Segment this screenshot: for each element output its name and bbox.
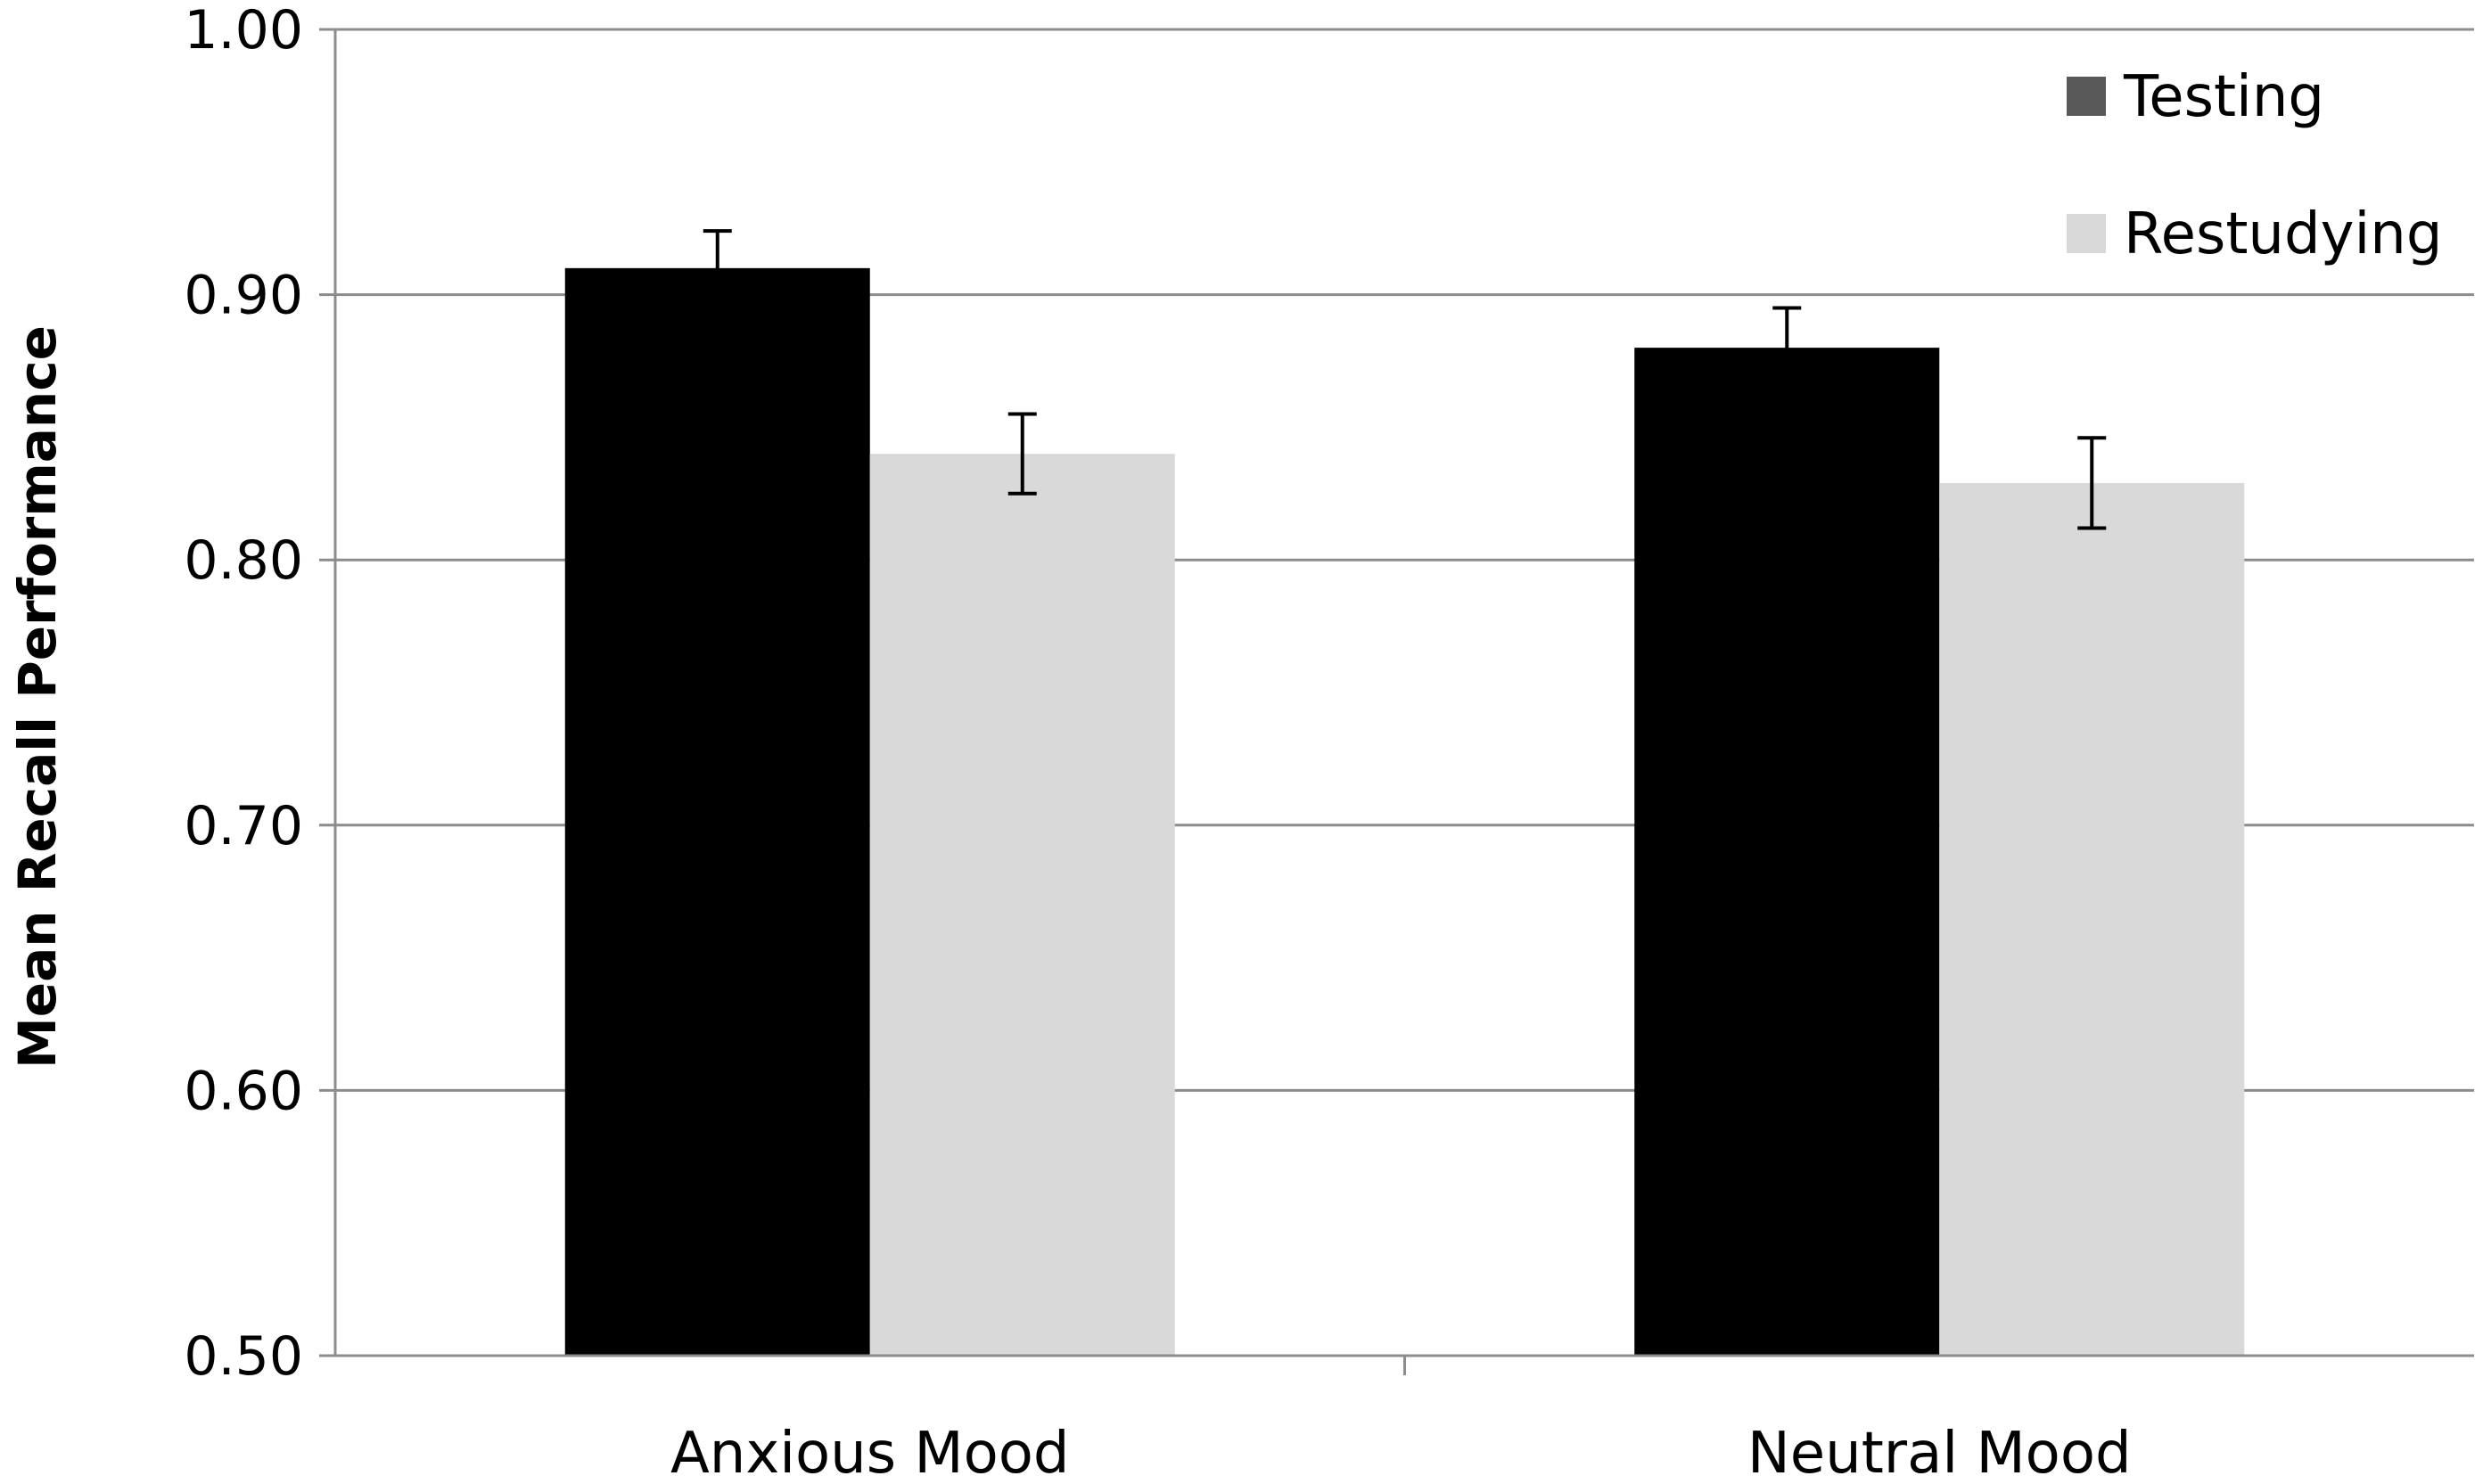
y-tick-label: 0.60 bbox=[184, 1060, 303, 1122]
error-bar bbox=[1772, 306, 1802, 389]
error-bar bbox=[2077, 436, 2107, 530]
y-tick-label: 0.50 bbox=[184, 1325, 303, 1388]
bar-testing-1 bbox=[1634, 348, 1940, 1356]
y-tick-label: 0.70 bbox=[184, 795, 303, 857]
error-bar bbox=[703, 229, 732, 307]
category-labels: Anxious Mood Neutral Mood bbox=[670, 1421, 2132, 1484]
legend-label-testing: Testing bbox=[2123, 64, 2324, 130]
bars bbox=[564, 267, 2245, 1357]
error-bar bbox=[1007, 412, 1037, 496]
bar-testing-0 bbox=[564, 267, 870, 1357]
y-axis-title: Mean Recall Performance bbox=[7, 325, 68, 1069]
legend-label-restudying: Restudying bbox=[2124, 201, 2442, 267]
legend-swatch-restudying bbox=[2067, 214, 2106, 253]
axes bbox=[319, 28, 2474, 1375]
bar-restudying-0 bbox=[869, 454, 1175, 1356]
y-tick-label: 0.80 bbox=[184, 529, 303, 592]
legend-swatch-testing bbox=[2067, 77, 2106, 116]
category-label: Neutral Mood bbox=[1747, 1421, 2132, 1484]
y-tick-labels: 0.50 0.60 0.70 0.80 0.90 1.00 bbox=[184, 0, 303, 1388]
y-tick-label: 1.00 bbox=[184, 0, 303, 61]
legend: Testing Restudying bbox=[2067, 64, 2442, 267]
error-bars bbox=[703, 229, 2107, 530]
y-tick-label: 0.90 bbox=[184, 265, 303, 327]
category-label: Anxious Mood bbox=[670, 1421, 1070, 1484]
bar-restudying-1 bbox=[1939, 482, 2245, 1356]
